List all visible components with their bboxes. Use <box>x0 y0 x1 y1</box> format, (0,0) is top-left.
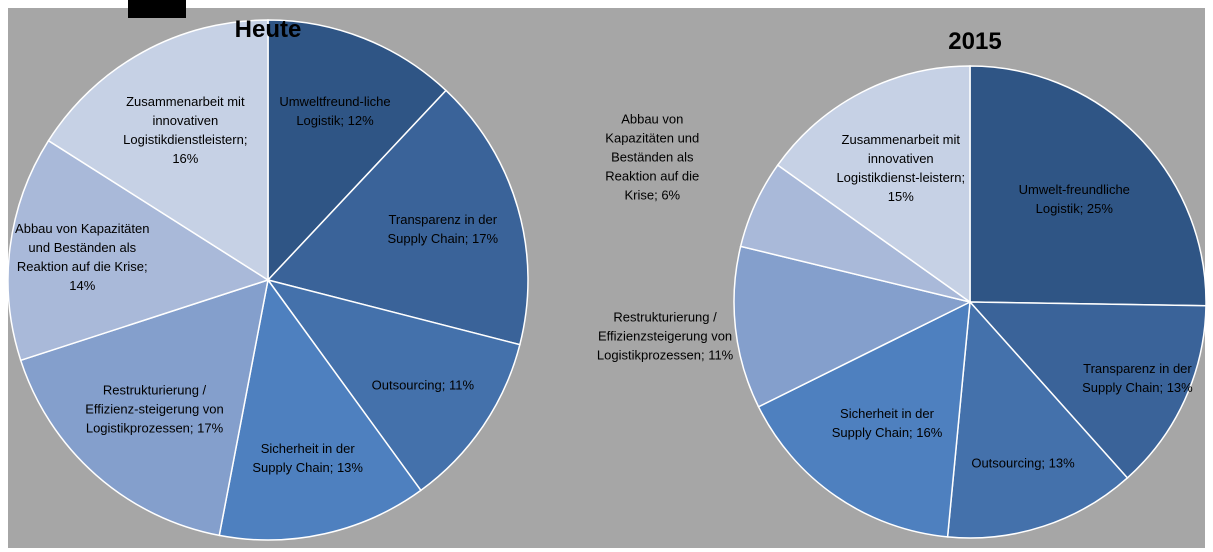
label-category: Sicherheit in der Supply Chain <box>252 440 355 475</box>
label-value: 11% <box>448 377 475 393</box>
data-label: Abbau von Kapazitäten und Beständen als … <box>15 220 150 293</box>
label-category: Abbau von Kapazitäten und Beständen als … <box>15 220 150 274</box>
data-label: Zusammenarbeit mit innovativen Logistikd… <box>123 93 248 166</box>
pie-slice <box>19 278 269 537</box>
data-label: Outsourcing; 11% <box>371 377 475 393</box>
chart-title: Heute <box>234 16 302 43</box>
pie-slice <box>946 300 1129 539</box>
data-label: Sicherheit in der Supply Chain; 16% <box>831 405 943 440</box>
label-category: Umwelt-freundliche Logistik <box>1018 182 1130 217</box>
label-value: 13% <box>1166 380 1193 396</box>
data-label: Sicherheit in der Supply Chain; 13% <box>252 440 363 475</box>
pie-slice <box>757 300 971 538</box>
data-label: Transparenz in der Supply Chain; 17% <box>387 212 499 247</box>
label-value: 15% <box>887 188 914 204</box>
label-category: Transparenz in der Supply Chain <box>1082 361 1192 396</box>
data-label: Transparenz in der Supply Chain; 13% <box>1082 361 1193 396</box>
pie-slice <box>969 65 1207 307</box>
pie-slice <box>968 301 1207 479</box>
label-category: Zusammenarbeit mit innovativen Logistikd… <box>836 131 962 185</box>
pie-slice <box>733 245 973 408</box>
toolbar-block <box>128 0 186 18</box>
label-category: Sicherheit in der Supply Chain <box>831 405 934 440</box>
label-value: 17% <box>197 420 224 436</box>
data-label: Zusammenarbeit mit innovativen Logistikd… <box>836 131 966 204</box>
label-value: 11% <box>708 347 734 363</box>
pie-slice <box>266 89 529 346</box>
data-label: Restrukturierung / Effizienzsteigerung v… <box>596 309 734 363</box>
data-label: Umweltfreund-liche Logistik; 12% <box>279 93 391 128</box>
chart-title: 2015 <box>948 28 1002 55</box>
label-category: Abbau von Kapazitäten und Beständen als … <box>605 111 700 203</box>
label-value: 14% <box>69 277 96 293</box>
label-value: 17% <box>472 231 499 247</box>
pie-slice <box>218 278 422 541</box>
label-category: Umweltfreund-liche Logistik <box>279 93 391 128</box>
data-label: Outsourcing; 13% <box>971 455 1075 471</box>
label-value: 16% <box>172 150 199 166</box>
label-category: Restrukturierung / Effizienz-steigerung … <box>85 382 224 436</box>
label-category: Transparenz in der Supply Chain <box>387 212 498 247</box>
label-value: 12% <box>347 112 374 128</box>
pie-slice <box>776 65 971 304</box>
label-category: Zusammenarbeit mit innovativen Logistikd… <box>123 93 245 147</box>
data-label: Umwelt-freundliche Logistik; 25% <box>1018 182 1130 217</box>
label-category: Outsourcing <box>371 377 442 393</box>
pie-slice <box>266 278 521 492</box>
label-value: 25% <box>1086 201 1113 217</box>
pie-slice <box>267 19 448 282</box>
pie-slice <box>7 139 270 362</box>
data-label: Abbau von Kapazitäten und Beständen als … <box>605 111 700 203</box>
label-category: Restrukturierung / Effizienzsteigerung v… <box>596 309 733 363</box>
label-value: 13% <box>1048 455 1075 471</box>
label-category: Outsourcing <box>971 455 1042 471</box>
label-value: 13% <box>336 459 363 475</box>
label-value: 16% <box>916 424 943 440</box>
label-value: 6% <box>661 187 681 203</box>
pie-slice <box>47 19 269 282</box>
data-label: Restrukturierung / Effizienz-steigerung … <box>85 382 224 436</box>
